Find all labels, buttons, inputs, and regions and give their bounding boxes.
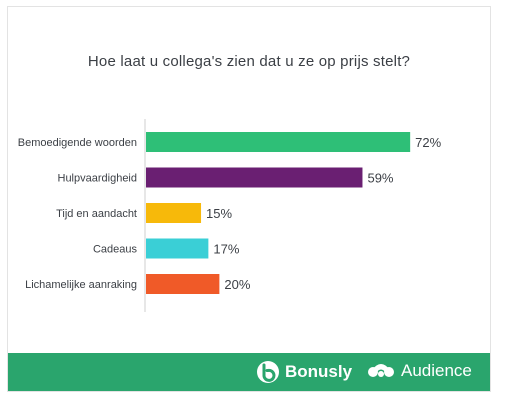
bonusly-logo-icon — [256, 360, 280, 384]
bar — [146, 274, 220, 294]
value-label: 15% — [206, 206, 232, 221]
category-label: Hulpvaardigheid — [58, 173, 138, 185]
bar-chart: Bemoedigende woorden 72% Hulpvaardigheid 59… — [18, 119, 442, 312]
audience-logo-text: Audience — [401, 361, 472, 380]
category-label: Tijd en aandacht — [56, 208, 137, 220]
value-label: 59% — [367, 171, 393, 186]
category-label: Lichamelijke aanraking — [25, 279, 137, 291]
bonusly-brand: Bonusly — [256, 360, 352, 384]
surveymonkey-logo-icon — [366, 360, 396, 382]
value-label: 17% — [213, 242, 239, 257]
value-label: 20% — [224, 277, 250, 292]
chart-title: Hoe laat u collega's zien dat u ze op pr… — [87, 53, 411, 70]
bonusly-logo-text: Bonusly — [285, 362, 353, 381]
bar — [146, 167, 363, 188]
category-label: Cadeaus — [93, 244, 138, 256]
footer-bar: Bonusly Audience — [8, 353, 490, 391]
value-label: 72% — [415, 135, 441, 150]
bar — [146, 203, 202, 223]
category-label: Bemoedigende woorden — [18, 137, 137, 149]
audience-brand: Audience — [366, 360, 472, 382]
bar — [146, 238, 209, 259]
bar — [146, 132, 411, 152]
chart-card: Hoe laat u collega's zien dat u ze op pr… — [7, 6, 491, 392]
